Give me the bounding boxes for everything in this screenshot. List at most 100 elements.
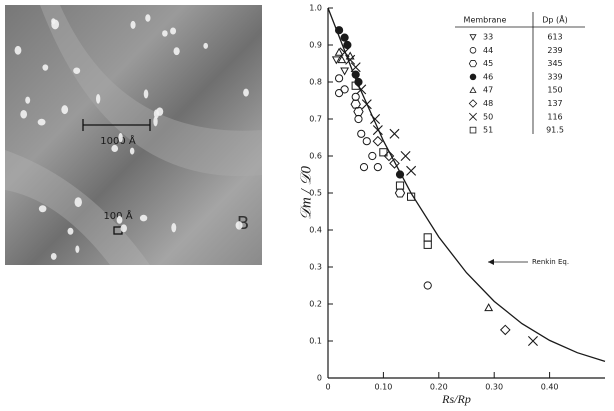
y-tick-label: 0.1 [309,337,322,346]
x-tick-label: 0.40 [541,383,559,392]
data-point [340,85,349,94]
y-tick-label: 0.7 [309,115,322,124]
x-axis-label: Rs/Rp [441,392,471,406]
particle [120,224,127,233]
legend-label: 51 [483,126,493,135]
renkin-curve [327,7,606,363]
particle [145,14,151,22]
data-point [423,281,432,290]
legend-header: Dp (Å) [542,14,568,25]
legend-value: 91.5 [546,126,564,135]
particle [42,64,49,71]
y-tick-label: 0.6 [309,152,322,161]
legend-value: 239 [547,46,562,55]
data-point [350,62,361,73]
particle [243,88,249,97]
data-point [343,40,352,50]
legend-label: 33 [483,33,493,42]
particle [96,93,101,104]
data-point [337,55,347,64]
legend-label: 48 [483,99,493,108]
data-point [331,56,341,65]
legend-symbol [469,47,477,54]
micrograph-background [5,5,262,265]
y-tick-label: 0.2 [309,300,322,309]
data-point [389,158,400,169]
y-tick-label: 0 [317,374,322,383]
particle [171,222,177,233]
legend-value: 613 [547,33,562,42]
particle [130,20,136,29]
y-tick-label: 0.3 [309,263,322,272]
data-point [372,125,383,136]
data-point [334,74,344,83]
micrograph-band [40,5,262,177]
data-point [484,303,494,312]
legend-value: 339 [547,72,562,81]
legend-symbol [469,34,477,41]
y-tick-label: 0.9 [309,41,322,50]
data-point [340,33,349,42]
data-point [370,114,381,124]
legend-value: 345 [547,59,562,68]
particle [162,30,168,37]
particle [170,27,177,35]
data-point [359,163,369,172]
data-point [354,114,363,124]
data-point [351,70,360,79]
legend-value: 116 [547,112,562,121]
data-point [372,135,384,147]
particle [116,216,123,224]
data-point [334,47,344,56]
particle [20,109,28,119]
legend-symbol [469,126,477,134]
data-point [406,165,417,176]
particle [143,89,149,99]
y-tick-label: 0.8 [309,78,322,87]
scale-label: 1000 Å [100,134,136,147]
particle [139,214,148,222]
y-axis-label: 𝒟m / 𝒟0 [298,166,314,220]
data-point [395,170,405,179]
legend-symbol [468,60,478,68]
particle [156,107,164,116]
y-tick-label: 0.4 [309,226,322,235]
data-point [345,54,356,65]
micrograph-band [5,150,150,265]
legend-label: 50 [483,112,493,121]
data-point [394,188,406,198]
legend-label: 44 [483,46,493,55]
data-point [357,129,366,138]
legend-symbol [469,86,477,93]
x-tick-label: 0.10 [374,383,392,392]
data-point [389,128,400,139]
data-point [334,89,344,98]
data-point [383,150,395,162]
particle [73,67,81,74]
particle [75,245,80,253]
data-point [353,107,364,117]
data-point [423,233,432,242]
data-point [334,26,344,35]
particle [37,118,46,126]
data-point [361,99,372,110]
data-point [340,67,350,76]
data-point [407,192,416,201]
data-point [395,181,405,190]
legend-label: 46 [483,72,493,81]
data-point [400,151,411,161]
particle [118,132,123,143]
data-point [499,324,511,336]
data-point [379,148,388,157]
particle [50,252,57,260]
x-tick-label: 0 [325,383,330,392]
annotation-arrowhead [488,259,494,265]
legend-value: 150 [547,86,562,95]
chart: 0 0.1 0.2 0.3 0.4 0.5 0.6 0.7 0.8 0.9 1.0 0 0.10 0.20… [298,4,606,406]
particle [153,116,158,127]
x-tick-label: 0.30 [485,383,503,392]
legend-label: 45 [483,59,493,68]
particle [74,197,82,208]
